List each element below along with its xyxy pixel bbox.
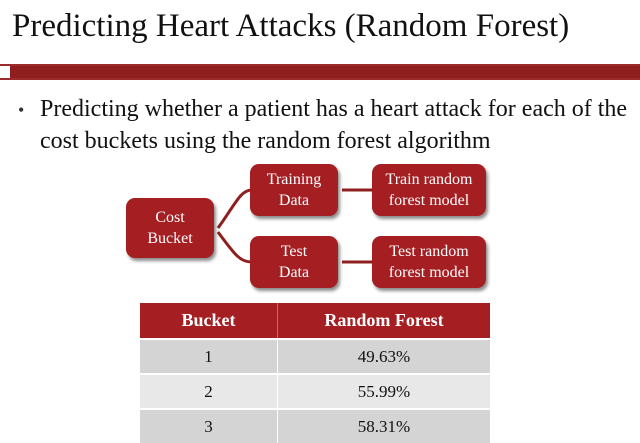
bucket-cell: 2	[140, 373, 278, 409]
connector-root-training	[216, 188, 253, 229]
bucket-cell: 1	[140, 338, 278, 374]
test-data-box: Test Data	[250, 236, 338, 288]
accuracy-cell: 55.99%	[277, 373, 490, 409]
table-row: 3 58.31%	[140, 408, 490, 443]
accuracy-cell: 58.31%	[277, 408, 490, 443]
title-rule	[10, 66, 640, 78]
connector-root-test	[216, 231, 253, 264]
header-bucket: Bucket	[140, 303, 278, 339]
test-model-label: Test random forest model	[388, 243, 470, 281]
accuracy-cell: 49.63%	[277, 338, 490, 374]
bucket-cell: 3	[140, 408, 278, 443]
test-model-box: Test random forest model	[372, 236, 486, 288]
cost-bucket-label: Cost Bucket	[147, 209, 193, 247]
bullet-text: Predicting whether a patient has a heart…	[40, 96, 628, 154]
train-model-label: Train random forest model	[385, 171, 473, 209]
title-rule-top	[0, 64, 640, 66]
train-model-box: Train random forest model	[372, 164, 486, 216]
table-header-row: Bucket Random Forest	[140, 303, 490, 339]
results-table: Bucket Random Forest 1 49.63% 2 55.99% 3…	[140, 303, 490, 443]
title-rule-bottom	[0, 78, 640, 80]
slide-title: Predicting Heart Attacks (Random Forest)	[12, 8, 570, 44]
table-row: 2 55.99%	[140, 373, 490, 409]
cost-bucket-box: Cost Bucket	[126, 198, 214, 258]
bullet-marker: •	[18, 100, 25, 120]
table-row: 1 49.63%	[140, 338, 490, 374]
test-data-label: Test Data	[278, 243, 310, 281]
header-random-forest: Random Forest	[277, 303, 490, 339]
training-data-label: Training Data	[266, 171, 322, 209]
training-data-box: Training Data	[250, 164, 338, 216]
